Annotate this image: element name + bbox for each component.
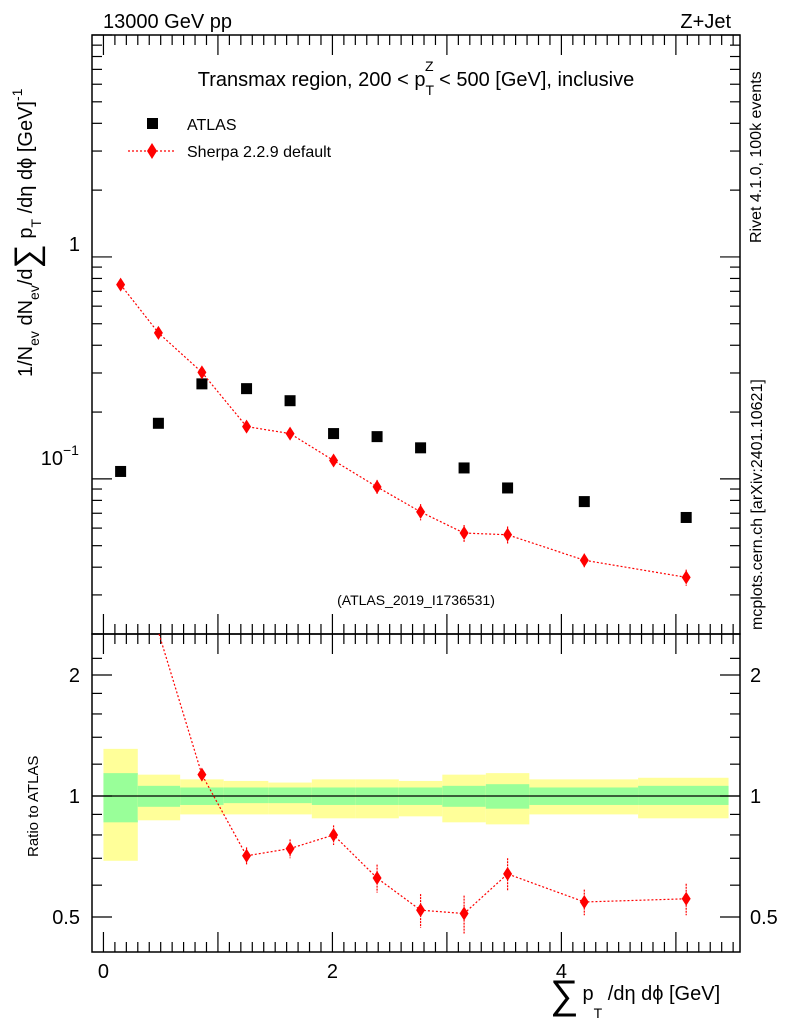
legend: ATLAS Sherpa 2.2.9 default <box>128 117 332 161</box>
ylabel-part-a: 1/N <box>15 346 37 377</box>
ratio-bands-layer <box>92 748 740 861</box>
sherpa-point <box>503 527 513 542</box>
sherpa-ratio-line <box>158 633 687 915</box>
plot-title-sup: Z <box>425 58 434 74</box>
main-panel: Transmax region, 200 < pTZ < 500 [GeV], … <box>8 34 741 635</box>
xlabel-p: p <box>583 983 594 1005</box>
atlas-point <box>284 395 296 407</box>
sherpa-point <box>416 504 426 519</box>
sherpa-point <box>285 426 295 441</box>
atlas-point <box>328 428 340 440</box>
sherpa-main-line <box>120 284 687 578</box>
plot-title: Transmax region, 200 < pTZ < 500 [GeV], … <box>198 58 635 98</box>
sherpa-ratio-point <box>285 841 295 856</box>
ratio-axis-ticks: 0.5 0.5 1 1 2 2 0 2 4 <box>52 634 778 983</box>
sherpa-ratio-point <box>503 866 513 881</box>
sherpa-ratio-point <box>329 827 339 842</box>
atlas-point <box>458 462 470 474</box>
ylabel-part-b: dN <box>15 300 37 331</box>
plot-title-pre: Transmax region, 200 < p <box>198 69 426 91</box>
sherpa-ratio-point <box>416 903 426 918</box>
ratio-ytick-label-left: 1 <box>69 786 80 808</box>
legend-sherpa-marker <box>147 143 157 159</box>
sherpa-ratio-point <box>681 891 691 906</box>
atlas-point <box>241 383 253 395</box>
main-ytick-label-1: 1 <box>69 234 80 256</box>
atlas-point <box>680 511 692 523</box>
sherpa-point <box>116 277 126 292</box>
ylabel-part-exp: -1 <box>9 88 25 101</box>
main-ylabel-text: 1/Nev dNev/d∑ pT /dη dϕ [GeV]-1 <box>8 88 46 377</box>
ratio-xtick-label: 0 <box>98 961 109 983</box>
main-ytick-label-0.1-exponent: −1 <box>63 442 79 458</box>
atlas-point <box>502 482 514 494</box>
main-ytick-label-base: 10 <box>41 448 63 470</box>
atlas-point <box>371 431 383 443</box>
ratio-ylabel: Ratio to ATLAS <box>25 756 42 857</box>
ylabel-sum-symbol: ∑ <box>8 244 46 268</box>
ratio-xtick-label: 4 <box>556 961 567 983</box>
ylabel-part-T: T <box>28 219 44 228</box>
main-series-layer <box>115 277 692 586</box>
xlabel-rest: /dη dϕ [GeV] <box>602 983 720 1005</box>
ratio-ytick-label-right: 1 <box>750 786 761 808</box>
sherpa-ratio-point <box>372 871 382 886</box>
atlas-point <box>196 378 208 390</box>
ratio-stat-band <box>103 773 138 823</box>
ylabel-part-ev1: ev <box>26 331 42 346</box>
analysis-watermark: (ATLAS_2019_I1736531) <box>337 592 495 608</box>
atlas-point <box>415 442 427 454</box>
ratio-plot-frame <box>91 633 741 953</box>
ylabel-part-ev2: ev <box>26 285 42 300</box>
main-axis-ticks <box>92 34 740 635</box>
ratio-stat-band <box>268 787 312 804</box>
sherpa-point <box>153 325 163 340</box>
ratio-xlabel: ∑ pT /dη dϕ [GeV] <box>550 973 720 1021</box>
sherpa-point <box>329 453 339 468</box>
atlas-point <box>152 417 164 429</box>
plot-title-post: < 500 [GeV], inclusive <box>434 69 635 91</box>
ylabel-part-d: p <box>15 228 37 245</box>
ylabel-part-c: /d <box>15 268 37 285</box>
atlas-point <box>578 496 590 508</box>
sherpa-point <box>242 419 252 434</box>
ratio-stat-band <box>223 787 269 804</box>
sherpa-point <box>579 553 589 568</box>
ratio-ytick-label-right: 0.5 <box>750 907 778 929</box>
rivet-version-label: Rivet 4.1.0, 100k events <box>748 71 765 243</box>
legend-sherpa-label: Sherpa 2.2.9 default <box>187 144 332 161</box>
xlabel-T: T <box>594 1005 603 1021</box>
header-process-label: Z+Jet <box>680 11 731 33</box>
legend-atlas-label: ATLAS <box>187 117 237 134</box>
sherpa-ratio-point <box>459 906 469 921</box>
atlas-point <box>115 465 127 477</box>
plot-title-sub: T <box>425 82 434 98</box>
ylabel-part-e: /dη dϕ [GeV] <box>15 101 37 219</box>
sherpa-point <box>459 526 469 541</box>
ratio-xtick-label: 2 <box>327 961 338 983</box>
mcplots-credit-label: mcplots.cern.ch [arXiv:2401.10621] <box>749 379 766 630</box>
ratio-series-layer <box>158 633 691 934</box>
legend-atlas-marker <box>147 118 158 129</box>
sherpa-ratio-point <box>579 894 589 909</box>
ratio-panel: 0.5 0.5 1 1 2 2 0 2 4 Ratio to ATLAS ∑ pT /dη dϕ … <box>25 633 778 1021</box>
xlabel-sum-symbol: ∑ <box>550 973 579 1017</box>
ratio-ytick-label-right: 2 <box>750 665 761 687</box>
sherpa-ratio-point <box>242 848 252 863</box>
ratio-ytick-label-left: 0.5 <box>52 907 80 929</box>
sherpa-ratio-point <box>197 767 207 782</box>
sherpa-point <box>372 479 382 494</box>
sherpa-point <box>681 570 691 585</box>
ratio-ytick-label-left: 2 <box>69 665 80 687</box>
main-ylabel: 1/Nev dNev/d∑ pT /dη dϕ [GeV]-1 <box>8 88 46 377</box>
sherpa-point <box>197 365 207 380</box>
ratio-stat-band <box>638 785 729 805</box>
main-ytick-label-0.1: 10 <box>41 448 63 470</box>
header-energy-label: 13000 GeV pp <box>103 11 232 33</box>
